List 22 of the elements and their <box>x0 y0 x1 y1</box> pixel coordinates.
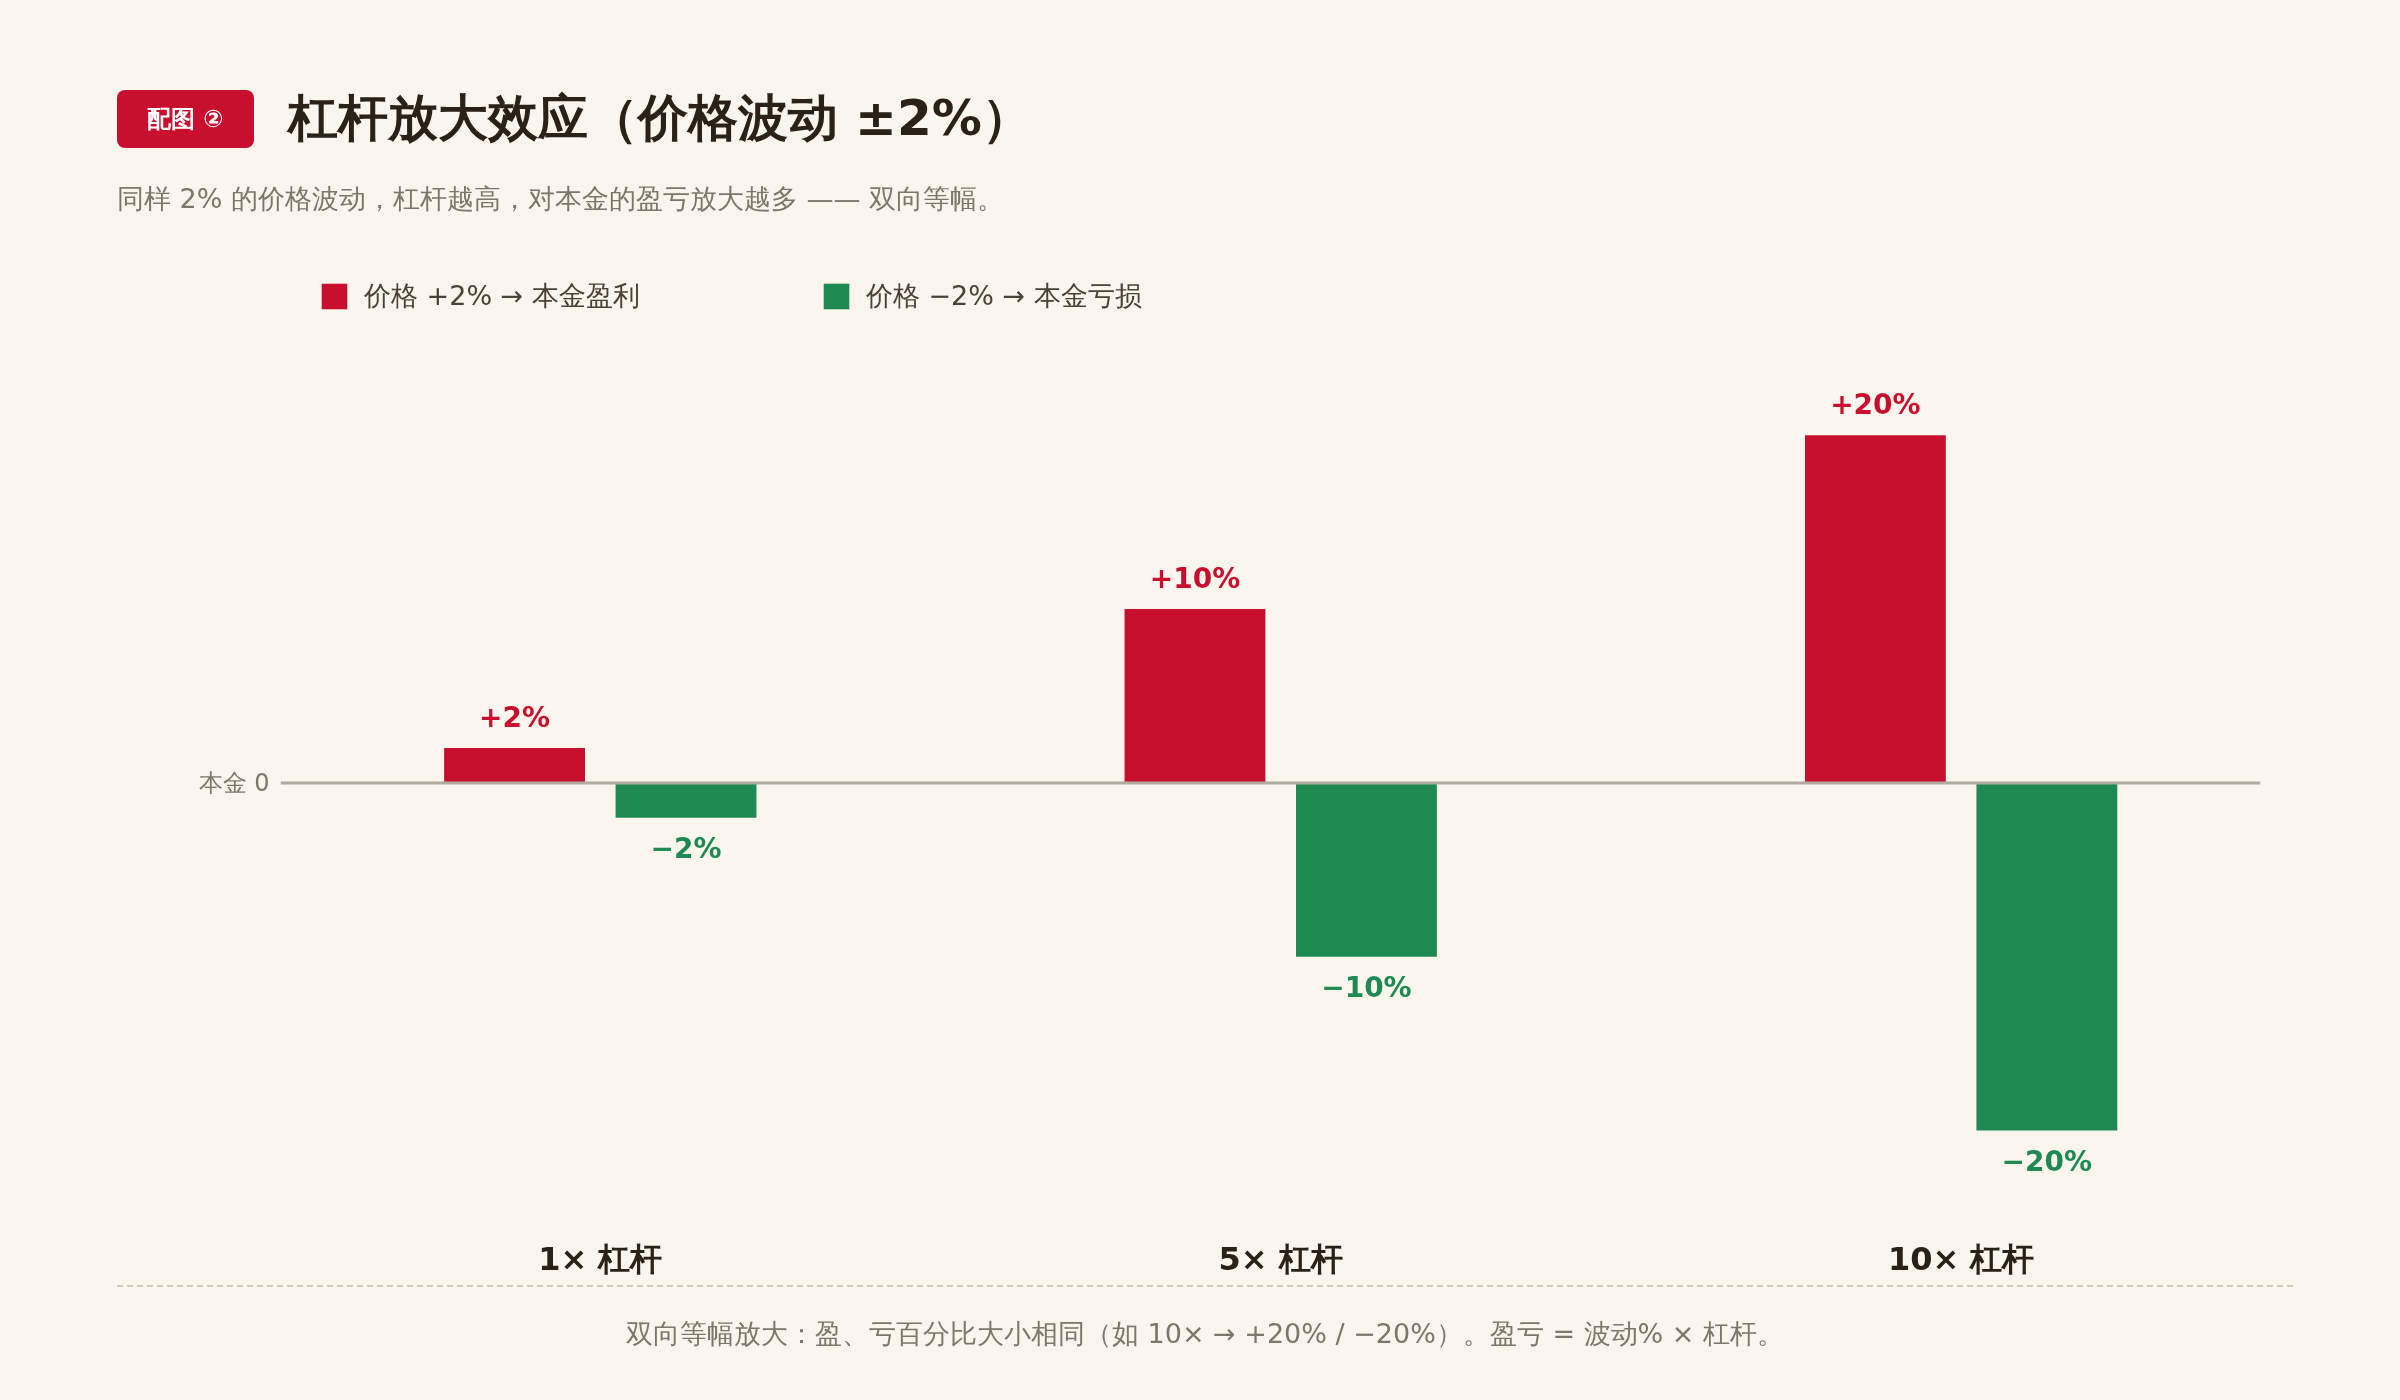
data-label: −10% <box>1321 970 1412 1004</box>
x-tick-label: 10× 杠杆 <box>1887 1239 2035 1278</box>
data-label: +10% <box>1149 562 1241 596</box>
bar <box>1296 782 1437 957</box>
data-label: +2% <box>479 701 551 735</box>
chart-title: 杠杆放大效应（价格波动 ±2%） <box>287 88 1032 149</box>
data-label: −2% <box>650 831 722 865</box>
chart-subtitle: 同样 2% 的价格波动，杠杆越高，对本金的盈亏放大越多 —— 双向等幅。 <box>116 182 1006 217</box>
x-tick-label: 1× 杠杆 <box>538 1239 663 1278</box>
text: 配图 ② <box>117 89 254 148</box>
bar <box>615 782 757 818</box>
bar <box>1124 609 1266 783</box>
data-label: +20% <box>1830 388 1921 422</box>
text: 双向等幅放大：盈、亏百分比大小相同（如 10× → +20% / −20%）。盈亏 = 波动% × 杠杆。 <box>117 1285 2293 1354</box>
bar <box>1804 435 1946 783</box>
bar <box>444 748 585 783</box>
x-tick-label: 5× 杠杆 <box>1218 1239 1343 1278</box>
legend-label: 价格 +2% → 本金盈利 <box>364 279 640 313</box>
legend-label: 价格 −2% → 本金亏损 <box>865 279 1142 313</box>
text: 本金 0 <box>198 768 270 797</box>
data-label: −20% <box>2001 1144 2093 1178</box>
bar <box>1976 782 2118 1131</box>
